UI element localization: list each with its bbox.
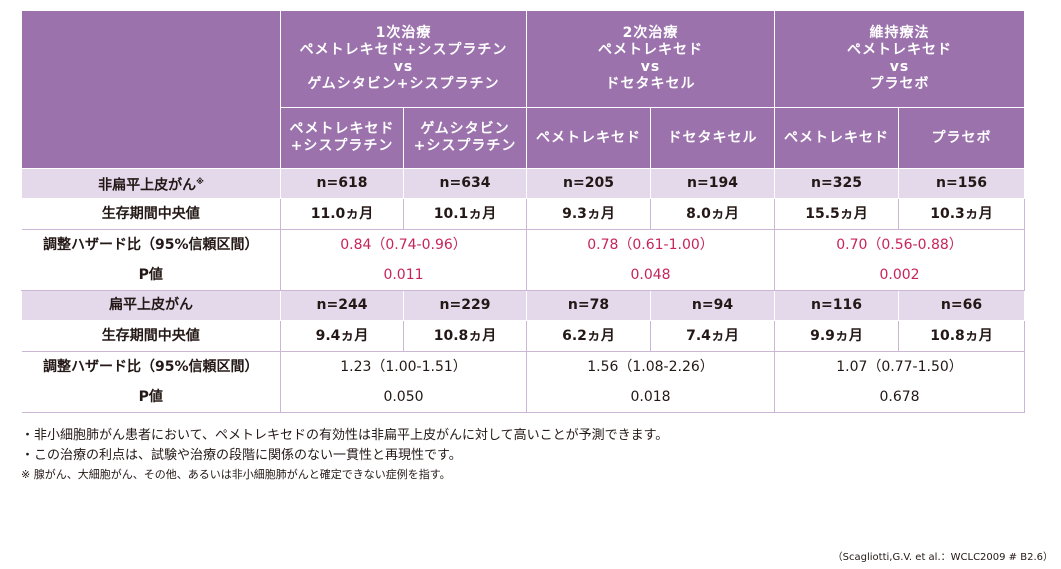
p-value-cell: 0.018 [526,382,776,413]
hazard-ratio-label: 調整ハザード比（95%信頼区間） [21,229,281,260]
n-cell: n=156 [898,168,1026,199]
median-cell: 11.0ヵ月 [280,198,404,230]
median-label: 生存期間中央値 [21,198,281,230]
median-cell: 9.9ヵ月 [774,320,900,352]
median-cell: 10.3ヵ月 [898,198,1026,230]
hazard-ratio-cell: 1.23（1.00-1.51） [279,351,528,382]
arm-header: ペメトレキセド [774,107,900,169]
arm-header: ペメトレキセド [526,107,652,169]
median-cell: 15.5ヵ月 [774,198,900,230]
n-cell: n=194 [650,168,776,199]
hazard-ratio-cell: 0.84（0.74-0.96） [279,229,528,260]
arm-header: プラセボ [898,107,1026,169]
n-cell: n=634 [402,168,528,199]
median-cell: 9.4ヵ月 [280,320,404,352]
n-cell: n=229 [402,290,528,321]
median-cell: 10.1ヵ月 [402,198,528,230]
hazard-ratio-cell: 0.70（0.56-0.88） [774,229,1026,260]
n-cell: n=244 [280,290,404,321]
hazard-ratio-cell: 1.56（1.08-2.26） [526,351,776,382]
n-cell: n=325 [774,168,900,199]
median-cell: 6.2ヵ月 [526,320,652,352]
p-value-cell: 0.011 [279,260,528,291]
hazard-ratio-cell: 0.78（0.61-1.00） [526,229,776,260]
header-first-line: 1次治療 ペメトレキセド+シスプラチン vs ゲムシタビン+シスプラチン [279,11,528,108]
note-line: ・この治療の利点は、試験や治療の段階に関係のない一貫性と再現性です。 [21,448,462,463]
footnotes: ・非小細胞肺がん患者において、ペメトレキセドの有効性は非扁平上皮がんに対して高い… [21,426,668,483]
median-cell: 7.4ヵ月 [650,320,776,352]
source-citation: （Scagliotti,G.V. et al.：WCLC2009 # B2.6） [832,552,1053,563]
p-value-cell: 0.678 [774,382,1026,413]
section-label-squamous: 扁平上皮がん [21,290,281,321]
n-cell: n=116 [774,290,900,321]
header-corner [21,11,281,169]
p-value-cell: 0.048 [526,260,776,291]
p-value-label: P値 [21,260,281,291]
note-line: ・非小細胞肺がん患者において、ペメトレキセドの有効性は非扁平上皮がんに対して高い… [21,428,669,443]
n-cell: n=78 [526,290,652,321]
hazard-ratio-cell: 1.07（0.77-1.50） [774,351,1026,382]
header-maintenance: 維持療法 ペメトレキセド vs プラセボ [774,11,1026,108]
arm-header: ゲムシタビン +シスプラチン [402,107,528,169]
arm-header: ドセタキセル [650,107,776,169]
hazard-ratio-label: 調整ハザード比（95%信頼区間） [21,351,281,382]
p-value-cell: 0.050 [279,382,528,413]
n-cell: n=94 [650,290,776,321]
median-cell: 9.3ヵ月 [526,198,652,230]
n-cell: n=205 [526,168,652,199]
p-value-cell: 0.002 [774,260,1026,291]
median-cell: 10.8ヵ月 [402,320,528,352]
median-cell: 10.8ヵ月 [898,320,1026,352]
footnote-mark: ※ 腺がん、大細胞がん、その他、あるいは非小細胞肺がんと確定できない症例を指す。 [21,468,451,481]
n-cell: n=618 [280,168,404,199]
section-label-non-squamous: 非扁平上皮がん※ [21,168,281,199]
header-second-line: 2次治療 ペメトレキセド vs ドセタキセル [526,11,776,108]
median-cell: 8.0ヵ月 [650,198,776,230]
median-label: 生存期間中央値 [21,320,281,352]
arm-header: ペメトレキセド +シスプラチン [280,107,404,169]
comparison-table: 1次治療 ペメトレキセド+シスプラチン vs ゲムシタビン+シスプラチン 2次治… [21,11,1026,413]
n-cell: n=66 [898,290,1026,321]
p-value-label: P値 [21,382,281,413]
